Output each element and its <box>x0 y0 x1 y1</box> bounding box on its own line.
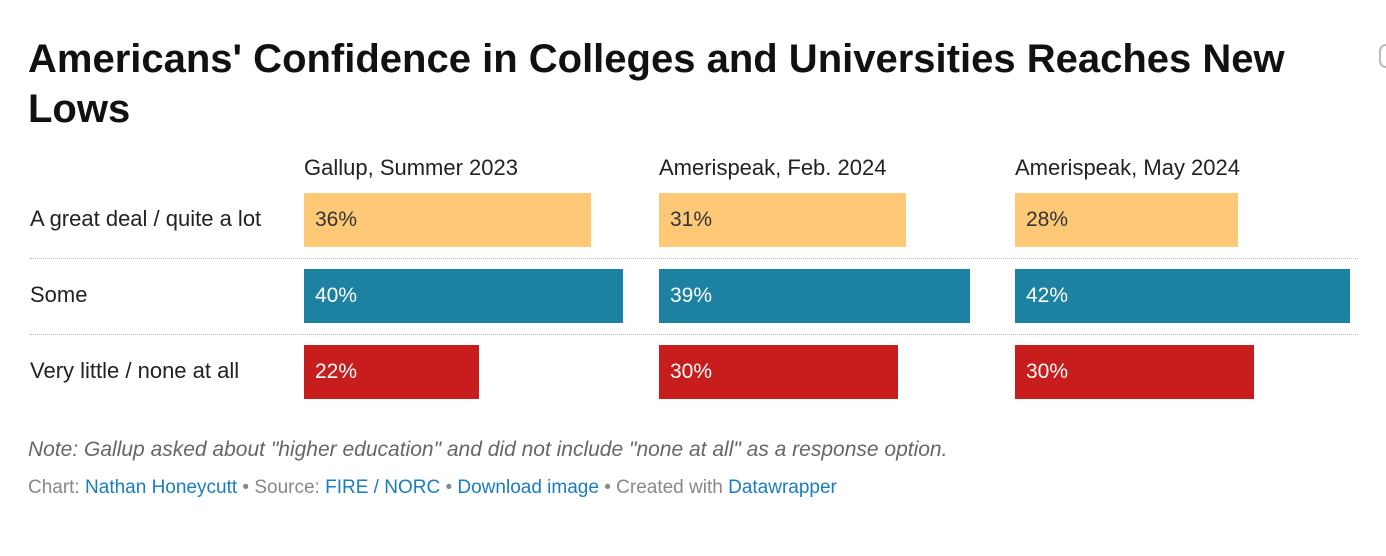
bar-value-label: 28% <box>1026 208 1069 231</box>
chart-footer: Chart: Nathan Honeycutt • Source: FIRE /… <box>28 477 837 499</box>
download-image-link[interactable]: Download image <box>457 477 599 498</box>
bar-value-label: 22% <box>315 360 358 383</box>
bar-value-label: 39% <box>670 284 713 307</box>
datawrapper-link[interactable]: Datawrapper <box>728 477 837 498</box>
bar-value-label: 31% <box>670 208 713 231</box>
bar-a-great-deal: 28% <box>1015 193 1238 247</box>
footer-source-prefix: Source: <box>254 477 320 498</box>
footer-separator: • <box>445 477 453 498</box>
bar-very-little: 30% <box>659 345 898 399</box>
bar-a-great-deal: 36% <box>304 193 591 247</box>
author-link[interactable]: Nathan Honeycutt <box>85 477 238 498</box>
source-link[interactable]: FIRE / NORC <box>325 477 441 498</box>
bar-some: 42% <box>1015 269 1350 323</box>
chart-note: Note: Gallup asked about "higher educati… <box>28 438 948 461</box>
row-label-some: Some <box>30 282 88 307</box>
row-label-a-great-deal: A great deal / quite a lot <box>30 206 262 231</box>
row-separator <box>30 334 1358 335</box>
bar-value-label: 42% <box>1026 284 1069 307</box>
bar-very-little: 30% <box>1015 345 1254 399</box>
bar-some: 40% <box>304 269 623 323</box>
row-separator <box>30 258 1358 259</box>
bar-some: 39% <box>659 269 970 323</box>
series-header: Amerispeak, Feb. 2024 <box>659 155 887 180</box>
bar-value-label: 30% <box>1026 360 1069 383</box>
series-header: Gallup, Summer 2023 <box>304 155 518 180</box>
row-label-very-little: Very little / none at all <box>30 358 240 383</box>
footer-separator: • <box>242 477 250 498</box>
footer-separator: • <box>604 477 611 498</box>
bar-value-label: 40% <box>315 284 358 307</box>
bar-value-label: 30% <box>670 360 713 383</box>
footer-created-prefix: Created with <box>616 477 723 498</box>
series-header: Amerispeak, May 2024 <box>1015 155 1240 180</box>
bar-a-great-deal: 31% <box>659 193 906 247</box>
scroll-indicator-icon <box>1379 44 1386 68</box>
chart-title: Americans' Confidence in Colleges and Un… <box>28 37 1285 131</box>
footer-chart-prefix: Chart: <box>28 477 80 498</box>
bar-value-label: 36% <box>315 208 358 231</box>
bar-very-little: 22% <box>304 345 479 399</box>
